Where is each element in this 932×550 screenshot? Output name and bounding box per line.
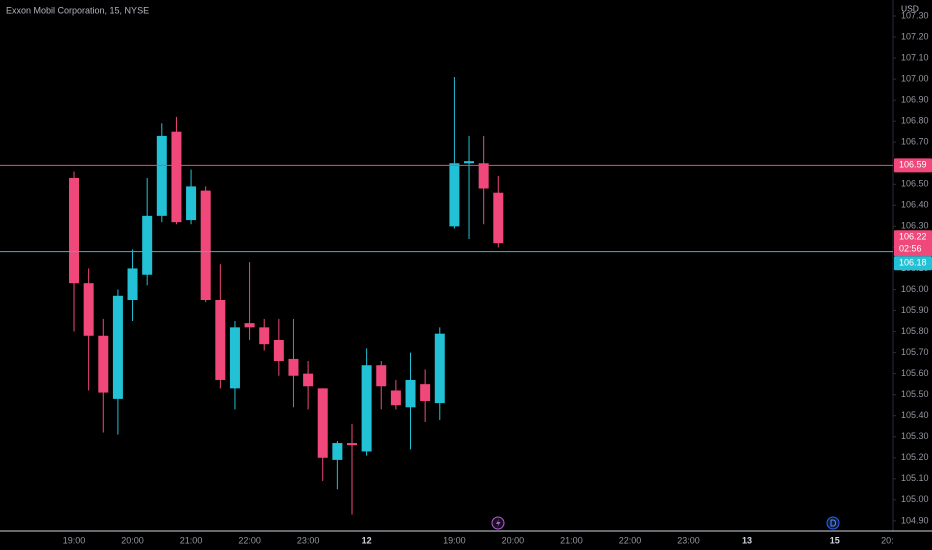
y-tick-label: 105.70 [901, 347, 929, 357]
candle-body [390, 390, 401, 406]
currency: USD [901, 3, 919, 13]
candle-body [346, 443, 357, 446]
x-tick-label: 20:00 [502, 535, 525, 545]
y-tick-label: 104.90 [901, 515, 929, 525]
y-tick-label: 105.80 [901, 326, 929, 336]
candle-body [186, 186, 197, 221]
y-tick-label: 106.80 [901, 116, 929, 126]
event-bolt [496, 519, 501, 528]
event-icon[interactable] [491, 516, 505, 530]
x-tick-label: 22:00 [238, 535, 261, 545]
price-label-box [894, 230, 932, 257]
candle-body [376, 365, 387, 387]
candle-body [215, 300, 226, 380]
candle-body [69, 177, 80, 284]
candle-body [303, 373, 314, 387]
x-tick-label: 15 [830, 535, 840, 545]
candle-body [420, 384, 431, 401]
candle-body [112, 295, 123, 399]
price-label: 106.18 [899, 258, 927, 268]
x-tick-label: 21:00 [560, 535, 583, 545]
candle-body [464, 161, 475, 164]
candle-body [83, 283, 94, 336]
y-tick-label: 107.30 [901, 10, 929, 20]
candle-body [361, 365, 372, 452]
candle-body [493, 192, 504, 244]
x-tick-label: 23:00 [297, 535, 320, 545]
candle-body [273, 339, 284, 362]
y-tick-label: 106.50 [901, 179, 929, 189]
y-tick-label: 105.60 [901, 368, 929, 378]
candle-body [478, 163, 489, 189]
price-label: 106.59 [899, 160, 927, 170]
price-label-box [894, 256, 932, 271]
y-tick-label: 106.70 [901, 137, 929, 147]
candle-body [127, 268, 138, 301]
chart-title: Exxon Mobil Corporation, 15, NYSE [6, 5, 149, 15]
y-tick-label: 105.00 [901, 494, 929, 504]
x-tick-label: 21:00 [180, 535, 203, 545]
candle-body [142, 215, 153, 275]
y-tick-label: 105.20 [901, 452, 929, 462]
y-tick-label: 106.90 [901, 95, 929, 105]
price-label: 02:56 [899, 244, 922, 254]
candle-body [434, 333, 445, 404]
candle-body [332, 443, 343, 460]
y-tick-label: 106.30 [901, 221, 929, 231]
candle-body [171, 131, 182, 223]
y-tick-label: 107.20 [901, 31, 929, 41]
y-tick-label: 106.00 [901, 284, 929, 294]
candle-body [229, 327, 240, 389]
candle-body [449, 163, 460, 227]
x-tick-label: 13 [742, 535, 752, 545]
y-tick-label: 106.40 [901, 200, 929, 210]
candle-body [98, 335, 109, 393]
x-tick-label: 19:00 [443, 535, 466, 545]
candle-body [200, 190, 211, 301]
x-tick-label: 20:00 [121, 535, 144, 545]
price-label: 106.22 [899, 232, 927, 242]
dividend-circle[interactable] [826, 516, 840, 530]
candle-body [259, 327, 270, 345]
y-tick-label: 105.90 [901, 305, 929, 315]
x-tick-label: 19:00 [63, 535, 86, 545]
candle-body [405, 379, 416, 408]
y-tick-label: 105.10 [901, 473, 929, 483]
candle-body [288, 358, 299, 376]
x-tick-label: 12 [362, 535, 372, 545]
candle-body [244, 323, 255, 328]
dividend-letter [830, 519, 837, 527]
y-tick-label: 107.10 [901, 52, 929, 62]
y-tick-label: 107.00 [901, 73, 929, 83]
y-tick-label: 105.40 [901, 410, 929, 420]
x-tick-label: 22:00 [619, 535, 642, 545]
x-tick-label: 20: [881, 535, 894, 545]
candle-body [156, 135, 167, 216]
price-label-box [894, 158, 932, 173]
y-tick-label: 105.30 [901, 431, 929, 441]
dividend-icon[interactable] [826, 516, 840, 530]
y-tick-label: 105.50 [901, 389, 929, 399]
x-tick-label: 23:00 [677, 535, 700, 545]
candle-body [317, 388, 328, 458]
